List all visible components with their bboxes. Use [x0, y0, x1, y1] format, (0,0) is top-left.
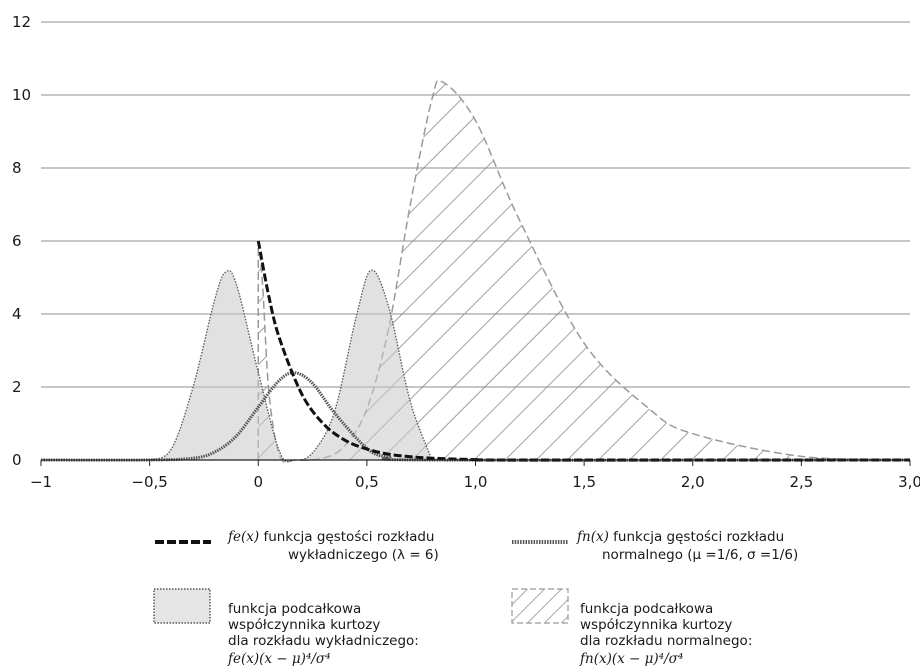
x-axis-ticks: −1 −0,5 0 0,5 1,0 1,5 2,0 2,5 3,0 [30, 460, 920, 491]
y-tick-label: 0 [12, 451, 22, 469]
y-axis-ticks: 0 2 4 6 8 10 12 [12, 13, 31, 469]
legend-label-2b: normalnego (μ =1/6, σ =1/6) [602, 547, 799, 563]
x-tick-label: 0 [253, 473, 263, 491]
y-tick-label: 4 [12, 305, 22, 323]
series-kurtosis-normal-area [258, 80, 910, 463]
y-tick-label: 6 [12, 232, 22, 250]
y-tick-label: 12 [12, 13, 31, 31]
series-kurtosis-exp-outline [149, 269, 433, 463]
series-exponential-density [256, 240, 911, 462]
x-tick-label: 2,5 [789, 473, 813, 491]
legend-label-3c: dla rozkładu wykładniczego: [228, 633, 419, 649]
x-tick-label: 0,5 [355, 473, 379, 491]
legend-dashed-symbol [155, 540, 211, 544]
y-tick-label: 8 [12, 159, 22, 177]
legend-label-4a: funkcja podcałkowa [580, 601, 714, 617]
legend-math-fe: fe(x) [228, 529, 260, 545]
x-tick-label: −0,5 [131, 473, 167, 491]
x-tick-label: 3,0 [898, 473, 920, 491]
y-tick-label: 2 [12, 378, 22, 396]
x-tick-label: 1,5 [572, 473, 596, 491]
legend-label-2a: funkcja gęstości rozkładu [613, 529, 785, 545]
chart: 0 2 4 6 8 10 12 −1 −0,5 0 0,5 1,0 1,5 2,0 2,5 3,0 [12, 13, 920, 491]
legend-hatch-symbol [511, 588, 569, 624]
legend-label-1a: funkcja gęstości rozkładu [263, 529, 435, 545]
legend-label-1b: wykładniczego (λ = 6) [288, 547, 439, 563]
x-tick-label: 2,0 [681, 473, 705, 491]
y-tick-label: 10 [12, 86, 31, 104]
series-kurtosis-exp-area [149, 270, 433, 462]
legend-math-fn: fn(x) [577, 529, 609, 545]
legend-label-3b: współczynnika kurtozy [228, 617, 381, 633]
legend-label-3a: funkcja podcałkowa [228, 601, 362, 617]
x-tick-label: −1 [30, 473, 52, 491]
plot-series [40, 79, 911, 463]
legend-math-4: fn(x)(x − μ)⁴/σ⁴ [580, 651, 684, 667]
legend-label-4c: dla rozkładu normalnego: [580, 633, 753, 649]
legend-math-3: fe(x)(x − μ)⁴/σ⁴ [228, 651, 331, 667]
legend-label-4b: współczynnika kurtozy [580, 617, 733, 633]
x-tick-label: 1,0 [464, 473, 488, 491]
legend-gray-fill-symbol [153, 588, 211, 624]
legend-dotted-symbol [512, 540, 568, 544]
